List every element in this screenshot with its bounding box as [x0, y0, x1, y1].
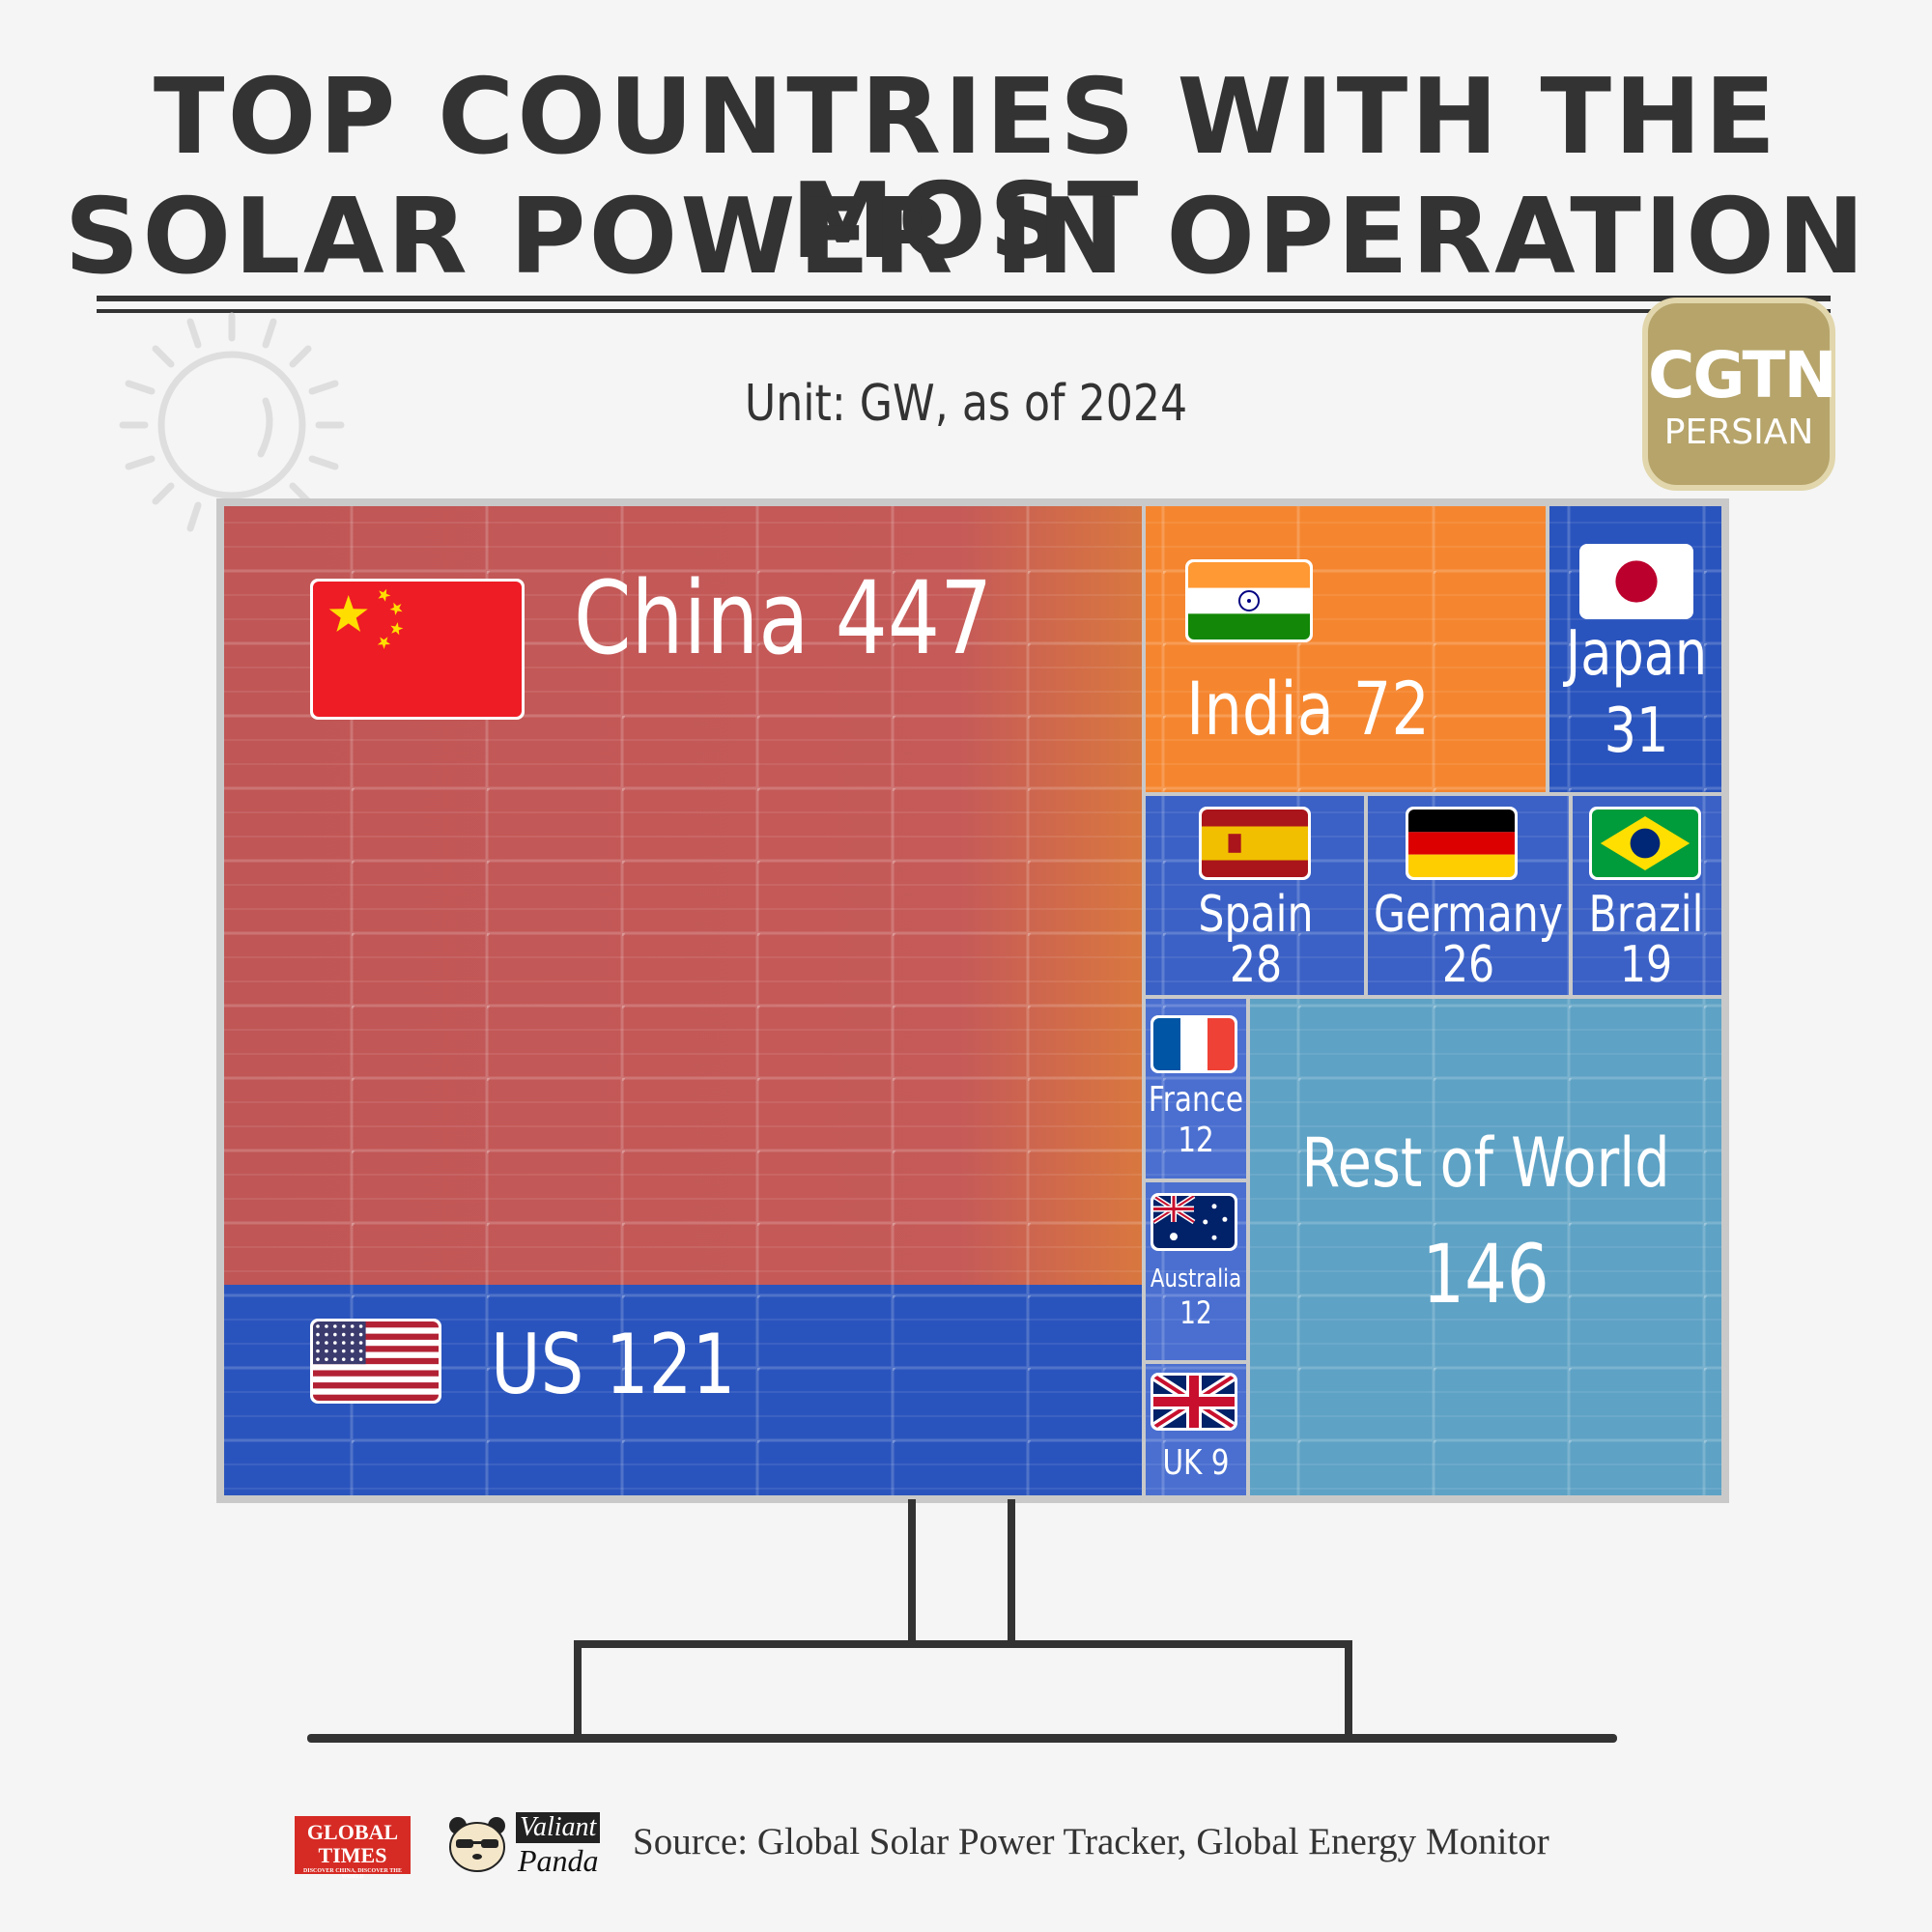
tile-label-us: US 121 [491, 1316, 735, 1413]
monitor-stand-left-leg [574, 1640, 582, 1739]
tile-label-rest-of-world: Rest of World [1301, 1125, 1669, 1204]
us-flag-icon [310, 1319, 441, 1404]
spain-flag-icon [1199, 807, 1311, 880]
tile-value-france: 12 [1178, 1119, 1214, 1160]
tile-label-brazil: Brazil [1589, 886, 1704, 944]
logo-primary: CGTN [1648, 338, 1837, 412]
india-flag-icon [1185, 559, 1313, 642]
tile-value-spain: 28 [1230, 936, 1282, 994]
logo-secondary: PERSIAN [1663, 412, 1814, 452]
global-times-logo-tagline: DISCOVER CHINA, DISCOVER THE WORLD [303, 1868, 402, 1880]
title-divider-thin [97, 309, 1831, 313]
australia-flag-icon [1151, 1193, 1237, 1251]
tile-value-germany: 26 [1442, 936, 1494, 994]
tile-label-spain: Spain [1198, 886, 1313, 944]
uk-flag-icon [1151, 1373, 1237, 1431]
tile-label-france: France [1149, 1078, 1243, 1120]
valiant-panda-logo: Valiant Panda [444, 1810, 613, 1878]
china-flag-icon [310, 579, 525, 720]
panel-texture [1250, 999, 1721, 1495]
tile-value-brazil: 19 [1620, 936, 1672, 994]
tile-label-china: China 447 [574, 561, 992, 677]
valiant-panda-line2: Panda [518, 1843, 599, 1878]
tile-label-japan: Japan [1562, 617, 1707, 689]
monitor-stand-left-post [908, 1499, 916, 1644]
tile-value-australia: 12 [1179, 1294, 1211, 1330]
monitor-stand-base [307, 1734, 1617, 1743]
tile-label-germany: Germany [1374, 886, 1563, 944]
valiant-panda-line1: Valiant [516, 1812, 601, 1843]
tile-value-rest-of-world: 146 [1422, 1228, 1548, 1321]
global-times-logo: GLOBAL TIMES DISCOVER CHINA, DISCOVER TH… [295, 1816, 411, 1880]
monitor-stand-right-leg [1345, 1640, 1352, 1739]
tile-label-australia: Australia [1151, 1264, 1241, 1293]
chart-subtitle: Unit: GW, as of 2024 [744, 375, 1188, 433]
tile-label-india: India 72 [1186, 667, 1430, 753]
france-flag-icon [1151, 1015, 1237, 1073]
monitor-stand-right-post [1008, 1499, 1015, 1644]
cgtn-logo: CGTN PERSIAN [1642, 298, 1837, 491]
title-divider [97, 296, 1831, 301]
japan-flag-icon [1579, 544, 1693, 619]
panda-icon [449, 1817, 505, 1872]
chart-title-line1: TOP COUNTRIES WITH THE MOST [153, 57, 1779, 282]
germany-flag-icon [1406, 807, 1518, 880]
source-note: Source: Global Solar Power Tracker, Glob… [633, 1821, 1549, 1862]
brazil-flag-icon [1589, 807, 1701, 880]
panel-texture [1146, 506, 1546, 792]
chart-title-line2: SOLAR POWER IN OPERATION [64, 177, 1868, 298]
global-times-logo-line2: TIMES [318, 1843, 387, 1867]
tile-value-japan: 31 [1605, 695, 1669, 766]
global-times-logo-line1: GLOBAL [306, 1820, 399, 1844]
tile-label-uk: UK 9 [1162, 1441, 1229, 1483]
monitor-stand-crossbar [574, 1640, 1352, 1648]
